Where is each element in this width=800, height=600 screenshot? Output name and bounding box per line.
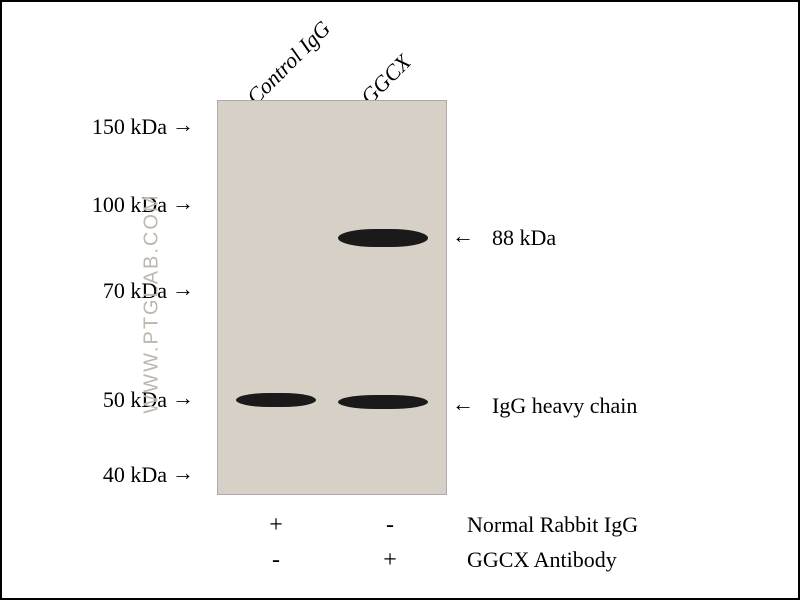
marker-40: 40 kDa — [57, 462, 167, 488]
cond-symbol: + — [269, 512, 283, 538]
marker-150-text: 150 kDa — [92, 114, 167, 139]
arrow-icon: → — [172, 190, 194, 215]
cond-row2-label: GGCX Antibody — [467, 547, 617, 573]
arrow-50: → — [172, 385, 194, 411]
lane-label-control-text: Control IgG — [242, 16, 336, 110]
cond-label-text: GGCX Antibody — [467, 547, 617, 572]
cond-row2-ggcx: + — [380, 547, 400, 574]
arrow-40: → — [172, 460, 194, 486]
label-igg-heavy: IgG heavy chain — [492, 393, 637, 419]
arrow-icon: ← — [452, 391, 474, 416]
arrow-150: → — [172, 112, 194, 138]
band-control-igg-heavy — [236, 393, 316, 407]
arrow-88kda: ← — [452, 223, 474, 249]
cond-label-text: Normal Rabbit IgG — [467, 512, 638, 537]
band-ggcx-igg-heavy — [338, 395, 428, 409]
cond-row2-control: - — [266, 547, 286, 574]
cond-symbol: - — [386, 512, 394, 538]
arrow-100: → — [172, 190, 194, 216]
arrow-70: → — [172, 276, 194, 302]
cond-symbol: - — [272, 547, 280, 573]
lane-label-control: Control IgG — [242, 16, 336, 110]
cond-symbol: + — [383, 547, 397, 573]
arrow-icon: → — [172, 112, 194, 137]
western-blot-membrane — [217, 100, 447, 495]
arrow-igg-heavy: ← — [452, 391, 474, 417]
arrow-icon: → — [172, 276, 194, 301]
arrow-icon: ← — [452, 223, 474, 248]
marker-40-text: 40 kDa — [103, 462, 167, 487]
label-igg-heavy-text: IgG heavy chain — [492, 393, 637, 418]
label-88kda: 88 kDa — [492, 225, 556, 251]
cond-row1-ggcx: - — [380, 512, 400, 539]
arrow-icon: → — [172, 385, 194, 410]
watermark-label: WWW.PTGLAB.COM — [141, 193, 163, 413]
arrow-icon: → — [172, 460, 194, 485]
watermark-text: WWW.PTGLAB.COM — [141, 193, 164, 413]
cond-row1-control: + — [266, 512, 286, 539]
marker-150: 150 kDa — [57, 114, 167, 140]
band-ggcx-88kda — [338, 229, 428, 247]
label-88kda-text: 88 kDa — [492, 225, 556, 250]
cond-row1-label: Normal Rabbit IgG — [467, 512, 638, 538]
figure-container: Control IgG GGCX 150 kDa → 100 kDa → 70 … — [2, 2, 798, 598]
